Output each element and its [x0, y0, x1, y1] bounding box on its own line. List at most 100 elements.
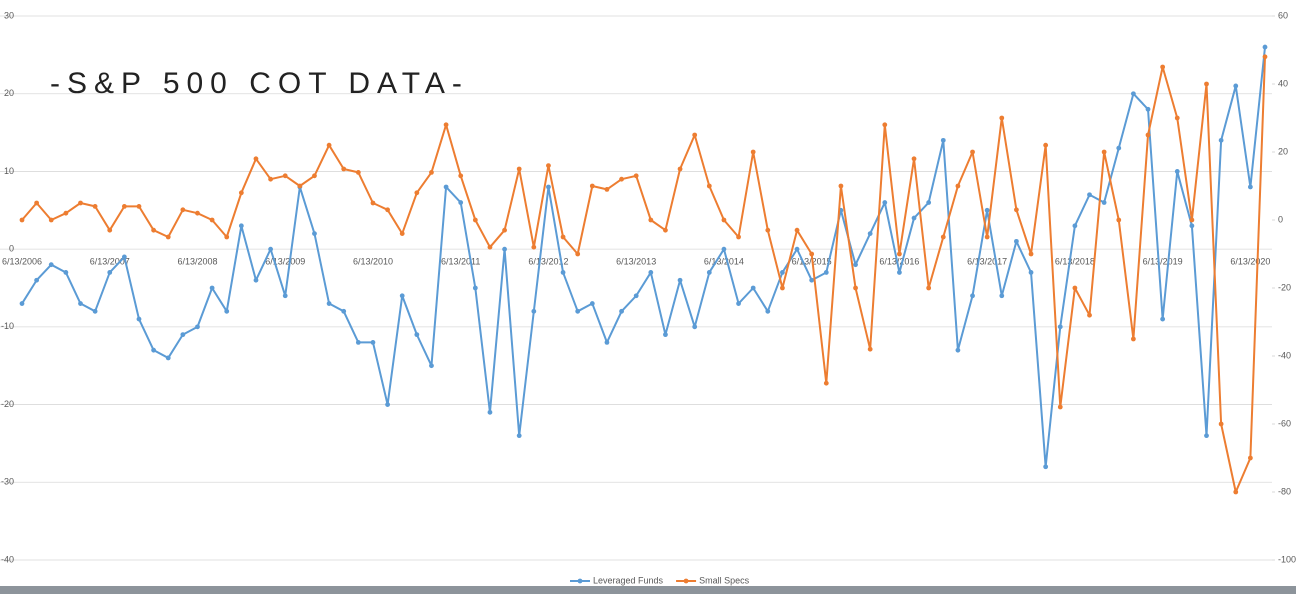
data-point: [355, 170, 361, 175]
data-point: [195, 324, 200, 330]
data-point: [1262, 54, 1268, 60]
data-point: [63, 210, 69, 216]
data-point: [78, 301, 83, 306]
data-point: [663, 332, 668, 338]
data-point: [955, 183, 961, 189]
legend-label: Small Specs: [699, 575, 750, 585]
data-point: [209, 285, 215, 291]
data-point: [970, 293, 975, 299]
data-point: [765, 227, 771, 233]
data-point: [370, 340, 376, 345]
data-point: [604, 187, 610, 192]
data-point: [648, 217, 654, 223]
y-tick-label: -10: [1, 321, 14, 331]
y2-tick-label: 20: [1278, 146, 1288, 156]
data-point: [1028, 251, 1034, 257]
data-point: [472, 217, 478, 223]
data-point: [195, 210, 200, 216]
data-point: [312, 231, 317, 237]
data-point: [385, 402, 390, 407]
data-point: [955, 347, 961, 353]
legend-swatch-dot: [683, 578, 689, 584]
data-point: [238, 223, 244, 229]
data-point: [121, 204, 127, 209]
data-point: [399, 231, 405, 237]
data-point: [1233, 489, 1239, 495]
y2-tick-label: -40: [1278, 350, 1291, 360]
x-tick-label: 6/13/2007: [90, 256, 130, 266]
data-point: [443, 184, 449, 190]
data-point: [502, 227, 507, 233]
data-point: [516, 433, 522, 439]
data-point: [926, 200, 932, 205]
x-tick-label: 6/13/2012: [528, 256, 568, 266]
y2-tick-label: -80: [1278, 486, 1291, 496]
data-point: [1233, 83, 1239, 89]
data-point: [224, 234, 230, 240]
data-point: [1160, 64, 1166, 70]
data-point: [911, 156, 917, 162]
x-tick-label: 6/13/2013: [616, 256, 656, 266]
data-point: [531, 244, 537, 250]
x-tick-label: 6/13/2019: [1143, 256, 1183, 266]
data-point: [984, 207, 990, 213]
x-tick-label: 6/13/2006: [2, 256, 42, 266]
data-point: [1218, 137, 1224, 143]
data-point: [516, 166, 522, 172]
data-point: [780, 270, 785, 275]
data-point: [663, 227, 668, 233]
data-point: [224, 308, 230, 314]
data-point: [282, 173, 288, 179]
data-point: [706, 183, 712, 189]
data-point: [502, 246, 507, 252]
data-point: [1087, 192, 1092, 198]
data-point: [385, 207, 390, 213]
data-point: [1028, 270, 1034, 275]
data-point: [999, 293, 1005, 299]
data-point: [472, 285, 478, 291]
data-point: [268, 176, 273, 182]
data-point: [34, 277, 40, 283]
data-point: [838, 183, 844, 189]
data-point: [1160, 316, 1166, 322]
data-point: [341, 308, 347, 314]
data-point: [984, 234, 990, 240]
data-point: [151, 347, 157, 353]
data-point: [1262, 44, 1268, 50]
data-point: [897, 251, 902, 257]
series-line: [21, 56, 1266, 493]
data-point: [794, 227, 800, 233]
data-point: [1043, 464, 1049, 470]
y-tick-label: 0: [9, 244, 14, 254]
data-point: [867, 346, 873, 352]
data-point: [1130, 91, 1136, 97]
data-point: [750, 285, 756, 291]
data-point: [721, 246, 727, 252]
data-point: [78, 200, 83, 206]
legend-label: Leveraged Funds: [593, 575, 664, 585]
x-tick-label: 6/13/2020: [1230, 256, 1270, 266]
data-point: [633, 173, 639, 179]
data-point: [414, 190, 420, 196]
legend-swatch-dot: [577, 578, 583, 584]
data-point: [867, 231, 873, 237]
data-point: [458, 173, 464, 179]
y2-tick-label: 60: [1278, 10, 1288, 20]
y2-tick-label: 0: [1278, 214, 1283, 224]
data-point: [882, 200, 888, 205]
data-point: [882, 122, 888, 128]
data-point: [1116, 217, 1122, 223]
data-point: [414, 332, 420, 338]
data-point: [940, 137, 946, 143]
chart-title: -S&P 500 COT DATA-: [50, 67, 469, 100]
y-tick-label: 10: [4, 166, 14, 176]
data-point: [794, 246, 800, 252]
data-point: [1204, 433, 1209, 439]
data-point: [121, 254, 127, 260]
data-point: [151, 227, 157, 233]
y-tick-label: 20: [4, 88, 14, 98]
data-point: [48, 217, 54, 223]
data-point: [136, 204, 142, 209]
data-point: [1057, 404, 1063, 410]
